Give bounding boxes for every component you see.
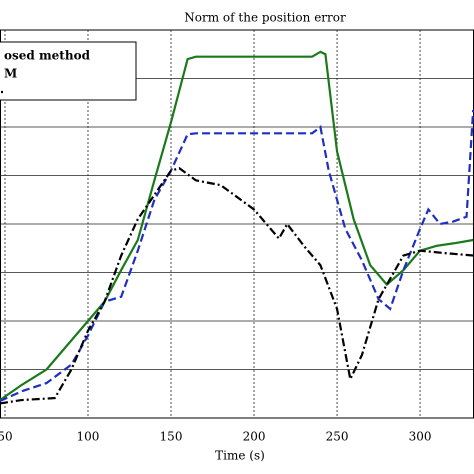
legend-box [0, 41, 137, 101]
legend-label: osed method [4, 49, 91, 63]
series-line [0, 167, 474, 405]
series-line [0, 109, 474, 403]
x-tick-label: 250 [326, 430, 349, 444]
series-line [0, 50, 474, 401]
x-tick-label: 50 [0, 430, 13, 444]
x-tick-label: 300 [409, 430, 432, 444]
x-axis-label: Time (s) [215, 449, 265, 463]
x-tick-label: 100 [77, 430, 100, 444]
x-tick-label: 150 [160, 430, 183, 444]
chart-title: Norm of the position error [184, 11, 346, 25]
legend-label: M [4, 67, 17, 81]
x-tick-label: 200 [243, 430, 266, 444]
